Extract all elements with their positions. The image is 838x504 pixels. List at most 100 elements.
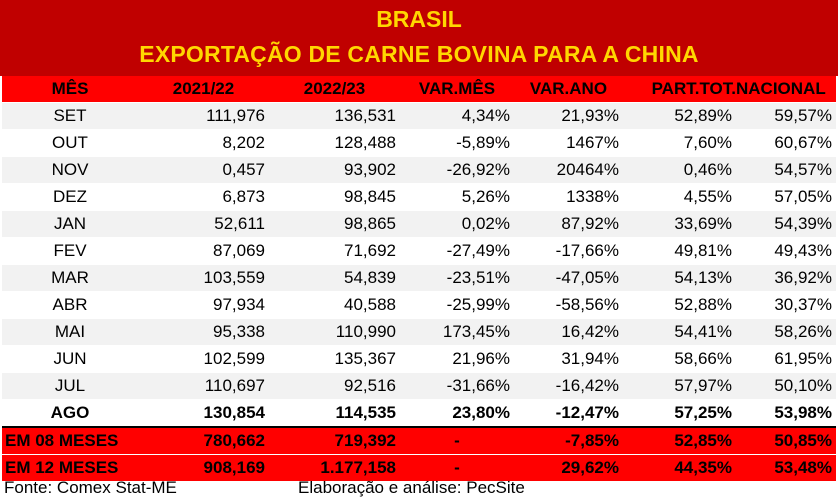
- header-cell: 2021/22: [138, 76, 269, 103]
- value-cell: 71,692: [269, 237, 400, 265]
- value-cell: 58,66%: [623, 345, 736, 373]
- value-cell: 87,069: [138, 237, 269, 265]
- header-row: MÊS 2021/22 2022/23 VAR.MÊS VAR.ANO PART…: [2, 76, 836, 103]
- summary-row: EM 08 MESES 780,662 719,392- -7,85% 52,85% 50…: [2, 426, 836, 455]
- month-cell: JUL: [2, 372, 138, 400]
- value-cell: 93,902: [269, 156, 400, 184]
- value-cell: 128,488: [269, 129, 400, 157]
- value-cell: -5,89%: [400, 129, 514, 157]
- header-cell: VAR.MÊS: [400, 76, 514, 103]
- value-cell: 54,839: [269, 264, 400, 292]
- value-cell: -26,92%: [400, 156, 514, 184]
- value-cell: -23,51%: [400, 264, 514, 292]
- table-row: FEV 87,069 71,692 -27,49% -17,66% 49,81% 49,43…: [2, 237, 836, 265]
- header-cell: NACIONAL: [736, 76, 836, 103]
- table-row: SET 111,976 136,531 4,34% 21,93% 52,89% 59,57%: [2, 102, 836, 130]
- value-cell: 6,873: [138, 183, 269, 211]
- header-cell: MÊS: [2, 76, 138, 103]
- value-cell: -16,42%: [514, 372, 623, 400]
- summary-value-cell: 29,62%: [514, 454, 623, 482]
- value-cell: 114,535: [269, 399, 400, 428]
- header-cell: VAR.ANO: [514, 76, 623, 103]
- value-cell: 5,26%: [400, 183, 514, 211]
- value-cell: 61,95%: [736, 345, 836, 373]
- value-cell: 57,05%: [736, 183, 836, 211]
- value-cell: 59,57%: [736, 102, 836, 130]
- value-cell: 7,60%: [623, 129, 736, 157]
- month-cell: JAN: [2, 210, 138, 238]
- value-cell: 95,338: [138, 318, 269, 346]
- value-cell: 111,976: [138, 102, 269, 130]
- value-cell: -58,56%: [514, 291, 623, 319]
- value-cell: 53,98%: [736, 399, 836, 428]
- value-cell: 50,10%: [736, 372, 836, 400]
- value-cell: -25,99%: [400, 291, 514, 319]
- value-cell: 87,92%: [514, 210, 623, 238]
- value-cell: 4,55%: [623, 183, 736, 211]
- value-cell: 57,25%: [623, 399, 736, 428]
- value-cell: 40,588: [269, 291, 400, 319]
- summary-value-cell: 50,85%: [736, 426, 836, 455]
- table-row: MAI 95,338 110,990 173,45% 16,42% 54,41% 58,26…: [2, 318, 836, 346]
- table-row: AGO 130,854 114,535 23,80% -12,47% 57,25% 53,9…: [2, 399, 836, 428]
- value-cell: -12,47%: [514, 399, 623, 428]
- value-cell: 33,69%: [623, 210, 736, 238]
- summary-value-cell: -7,85%: [514, 426, 623, 455]
- value-cell: 1338%: [514, 183, 623, 211]
- value-cell: 136,531: [269, 102, 400, 130]
- value-cell: 31,94%: [514, 345, 623, 373]
- value-cell: 49,81%: [623, 237, 736, 265]
- value-cell: 21,96%: [400, 345, 514, 373]
- value-cell: 103,559: [138, 264, 269, 292]
- value-cell: 36,92%: [736, 264, 836, 292]
- value-cell: 20464%: [514, 156, 623, 184]
- table-title: BRASIL: [376, 6, 462, 32]
- month-cell: JUN: [2, 345, 138, 373]
- table-row: JUL 110,697 92,516 -31,66% -16,42% 57,97% 50,1…: [2, 372, 836, 400]
- value-cell: 0,46%: [623, 156, 736, 184]
- value-cell: -47,05%: [514, 264, 623, 292]
- value-cell: 54,41%: [623, 318, 736, 346]
- export-table: MÊS 2021/22 2022/23 VAR.MÊS VAR.ANO PART…: [2, 76, 836, 482]
- table-row: NOV 0,457 93,902 -26,92% 20464% 0,46% 54,57%: [2, 156, 836, 184]
- summary-value-cell: 53,48%: [736, 454, 836, 482]
- value-cell: 102,599: [138, 345, 269, 373]
- value-cell: 58,26%: [736, 318, 836, 346]
- summary-value-cell: 908,169: [138, 454, 269, 482]
- value-cell: 8,202: [138, 129, 269, 157]
- summary-value-cell: -: [400, 426, 514, 455]
- month-cell: AGO: [2, 399, 138, 428]
- period-cell: EM 12 MESES: [2, 454, 138, 482]
- value-cell: 23,80%: [400, 399, 514, 428]
- month-cell: NOV: [2, 156, 138, 184]
- table-row: JUN 102,599 135,367 21,96% 31,94% 58,66% 61,95…: [2, 345, 836, 373]
- summary-value-cell: -: [400, 454, 514, 482]
- month-cell: MAR: [2, 264, 138, 292]
- value-cell: 130,854: [138, 399, 269, 428]
- value-cell: 54,13%: [623, 264, 736, 292]
- value-cell: 60,67%: [736, 129, 836, 157]
- header-cell: 2022/23: [269, 76, 400, 103]
- month-cell: FEV: [2, 237, 138, 265]
- table-row: ABR 97,934 40,588 -25,99% -58,56% 52,88% 30,37…: [2, 291, 836, 319]
- value-cell: 57,97%: [623, 372, 736, 400]
- value-cell: 1467%: [514, 129, 623, 157]
- value-cell: 52,611: [138, 210, 269, 238]
- value-cell: 110,990: [269, 318, 400, 346]
- value-cell: -17,66%: [514, 237, 623, 265]
- value-cell: 52,88%: [623, 291, 736, 319]
- table-row: JAN 52,611 98,865 0,02% 87,92% 33,69% 54,39%: [2, 210, 836, 238]
- value-cell: 54,57%: [736, 156, 836, 184]
- summary-row: EM 12 MESES 908,169 1.177,158-29,62% 44,35%…: [2, 454, 836, 482]
- summary-value-cell: 780,662: [138, 426, 269, 455]
- value-cell: 92,516: [269, 372, 400, 400]
- month-cell: DEZ: [2, 183, 138, 211]
- period-cell: EM 08 MESES: [2, 426, 138, 455]
- value-cell: 0,02%: [400, 210, 514, 238]
- value-cell: 21,93%: [514, 102, 623, 130]
- value-cell: 16,42%: [514, 318, 623, 346]
- value-cell: 54,39%: [736, 210, 836, 238]
- month-cell: MAI: [2, 318, 138, 346]
- month-cell: SET: [2, 102, 138, 130]
- summary-value-cell: 1.177,158: [269, 454, 400, 482]
